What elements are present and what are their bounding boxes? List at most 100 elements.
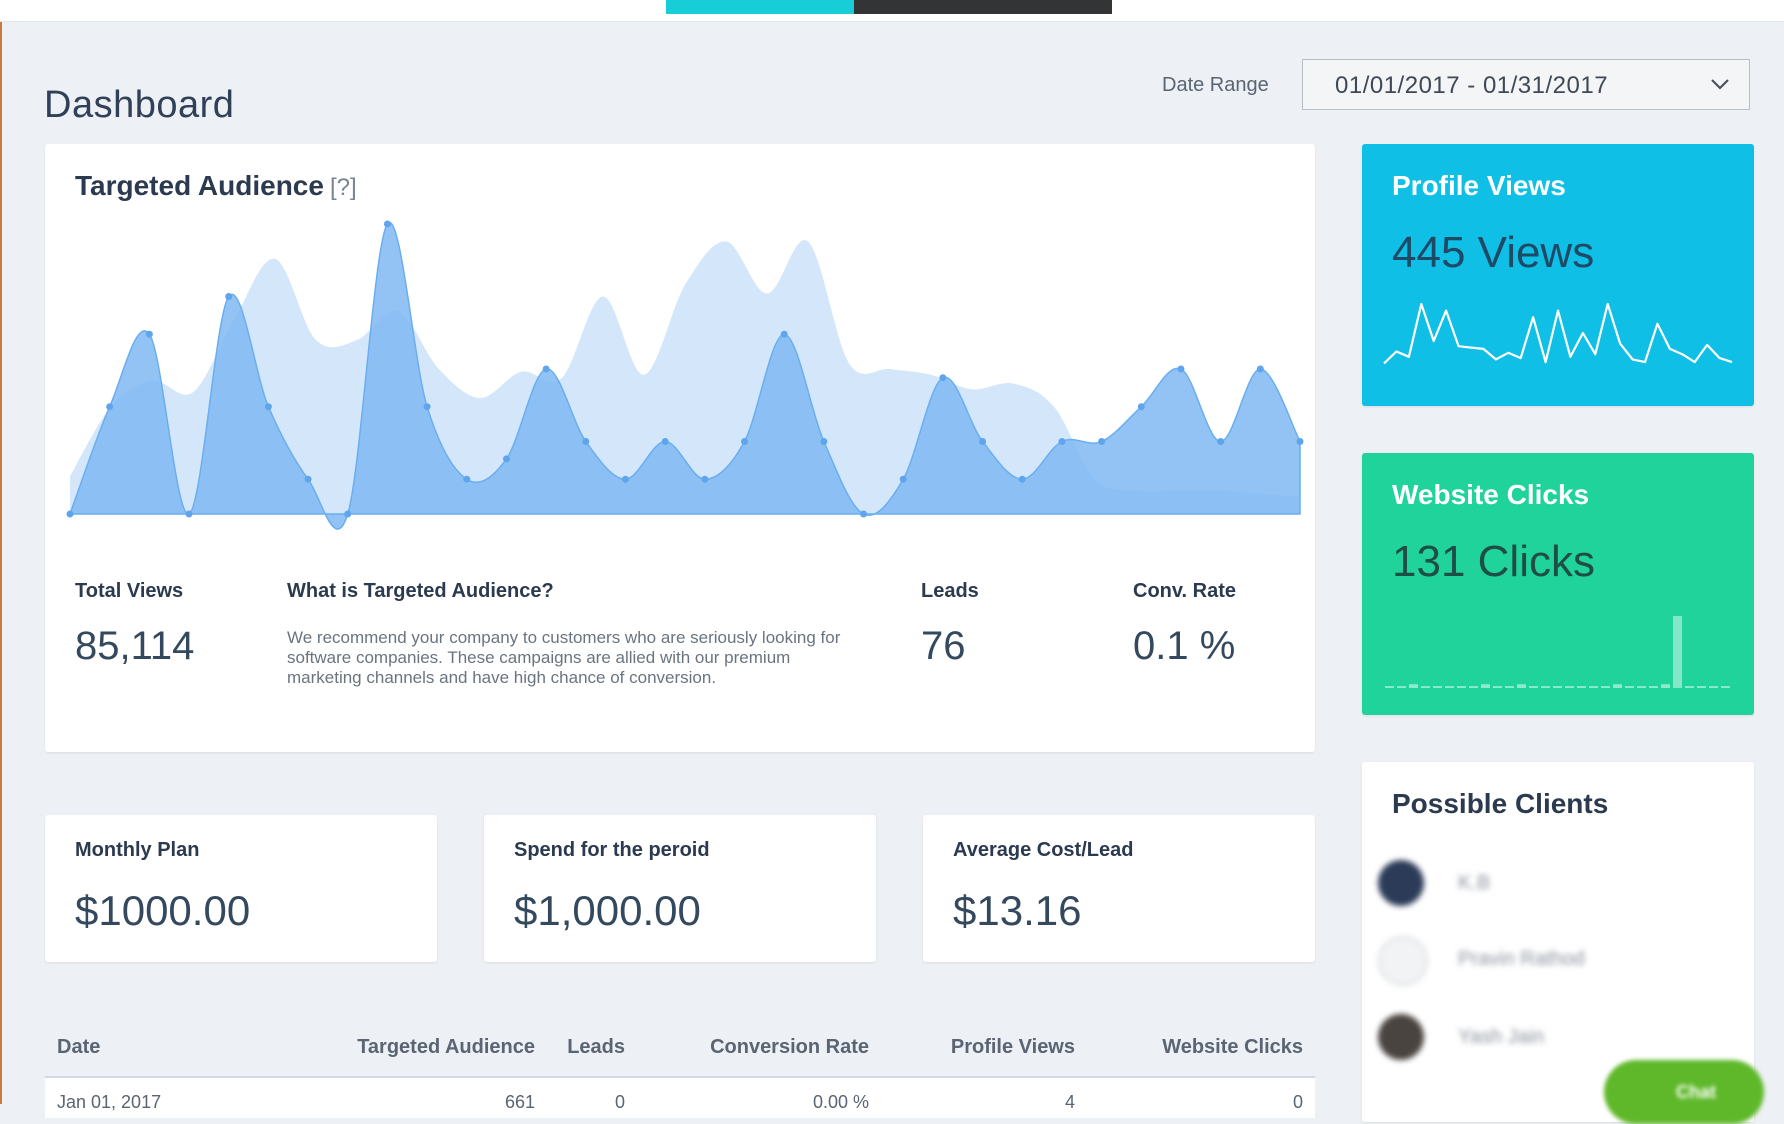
card-title: Targeted Audience [?] [75,170,357,202]
profile-views-card[interactable]: Profile Views 445 Views [1362,144,1754,406]
cell-date: Jan 01, 2017 [57,1092,162,1112]
bar [1721,686,1730,688]
data-point[interactable] [66,510,74,518]
column-header[interactable]: Targeted Audience [357,1036,535,1058]
data-point[interactable] [1177,365,1185,373]
spend-card: Spend for the peroid $1,000.00 [484,815,876,962]
targeted-audience-card: Targeted Audience [?] Total Views 85,114 … [45,144,1315,752]
bar [1469,686,1478,688]
cell-targeted-audience: 661 [504,1092,535,1112]
chat-label: Chat [1676,1082,1716,1102]
website-clicks-bars [1385,616,1730,688]
data-point[interactable] [1018,475,1026,483]
profile-views-sparkline [1383,302,1733,365]
bar [1553,686,1562,688]
data-point[interactable] [1137,403,1145,411]
bar [1517,684,1526,688]
chevron-down-icon [1711,79,1729,90]
date-range-label: Date Range [1162,74,1269,96]
data-point[interactable] [899,475,907,483]
data-point[interactable] [1256,365,1264,373]
data-point[interactable] [106,403,114,411]
data-point[interactable] [780,330,788,338]
avg-cost-label: Average Cost/Lead [953,839,1134,861]
website-clicks-title: Website Clicks [1392,479,1590,510]
chat-button[interactable]: Chat [1604,1060,1764,1124]
help-icon[interactable]: [?] [329,174,357,201]
data-point[interactable] [701,475,709,483]
cell-leads: 0 [614,1092,625,1112]
table-header: Date Targeted Audience Leads Conversion … [45,1026,1315,1078]
client-item[interactable]: K.B [1378,852,1738,912]
column-header[interactable]: Date [57,1036,101,1058]
data-point[interactable] [1296,438,1304,445]
data-point[interactable] [582,438,590,445]
website-clicks-card[interactable]: Website Clicks 131 Clicks [1362,453,1754,715]
column-header[interactable]: Profile Views [950,1036,1075,1058]
column-header[interactable]: Website Clicks [1162,1036,1303,1058]
top-bar [0,0,1784,22]
date-range-value: 01/01/2017 - 01/31/2017 [1335,72,1609,99]
data-point[interactable] [860,510,868,518]
bar [1505,686,1514,688]
date-range-select[interactable]: 01/01/2017 - 01/31/2017 [1302,59,1750,110]
bar [1709,686,1718,688]
data-point[interactable] [979,438,987,445]
website-clicks-value: 131 Clicks [1392,537,1595,586]
column-header[interactable]: Leads [567,1036,625,1058]
bar [1625,686,1634,688]
bar [1601,686,1610,688]
profile-views-title: Profile Views [1392,170,1566,201]
data-point[interactable] [185,510,193,518]
area-chart-svg [66,220,1304,530]
bar [1649,686,1658,688]
page-title: Dashboard [44,84,235,126]
data-point[interactable] [820,438,828,445]
avg-cost-value: $13.16 [953,887,1082,934]
bar [1445,686,1454,688]
cell-profile-views: 4 [1064,1092,1075,1112]
data-point[interactable] [1058,438,1066,445]
data-point[interactable] [1098,438,1106,445]
cell-conversion-rate: 0.00 % [812,1092,869,1112]
data-point[interactable] [939,374,947,382]
bar [1385,686,1394,688]
client-item[interactable]: Pravin Rathod [1378,928,1738,988]
data-point[interactable] [423,403,431,411]
client-item[interactable]: Yash Jain [1378,1006,1738,1066]
bar [1685,686,1694,688]
data-point[interactable] [383,220,391,228]
data-point[interactable] [304,475,312,483]
data-point[interactable] [661,438,669,445]
data-point[interactable] [344,510,352,518]
bar [1697,686,1706,688]
table-row[interactable]: Jan 01, 2017 661 0 0.00 % 4 0 [45,1078,1315,1118]
client-name: Yash Jain [1458,1026,1545,1048]
data-point[interactable] [264,403,272,411]
data-point[interactable] [1217,438,1225,445]
bar [1397,686,1406,688]
monthly-plan-value: $1000.00 [75,887,251,934]
data-point[interactable] [741,438,749,445]
data-point[interactable] [145,330,153,338]
data-point[interactable] [502,455,510,463]
cell-website-clicks: 0 [1292,1092,1303,1112]
bar [1529,686,1538,688]
column-header[interactable]: Conversion Rate [710,1036,869,1058]
bar [1565,686,1574,688]
nav-tab[interactable] [854,0,1112,14]
avg-cost-card: Average Cost/Lead $13.16 [923,815,1315,962]
bar [1421,686,1430,688]
data-point[interactable] [621,475,629,483]
conv-rate-value: 0.1 % [1133,624,1236,668]
possible-clients-title: Possible Clients [1392,788,1609,819]
data-point[interactable] [463,475,471,483]
bar [1409,684,1418,688]
total-views-label: Total Views [75,580,184,602]
data-point[interactable] [225,293,233,300]
data-point[interactable] [542,365,550,373]
window-left-edge [0,0,2,1104]
targeted-audience-title: Targeted Audience [75,170,324,201]
nav-tab-active[interactable] [666,0,854,14]
conv-rate-label: Conv. Rate [1133,580,1236,602]
